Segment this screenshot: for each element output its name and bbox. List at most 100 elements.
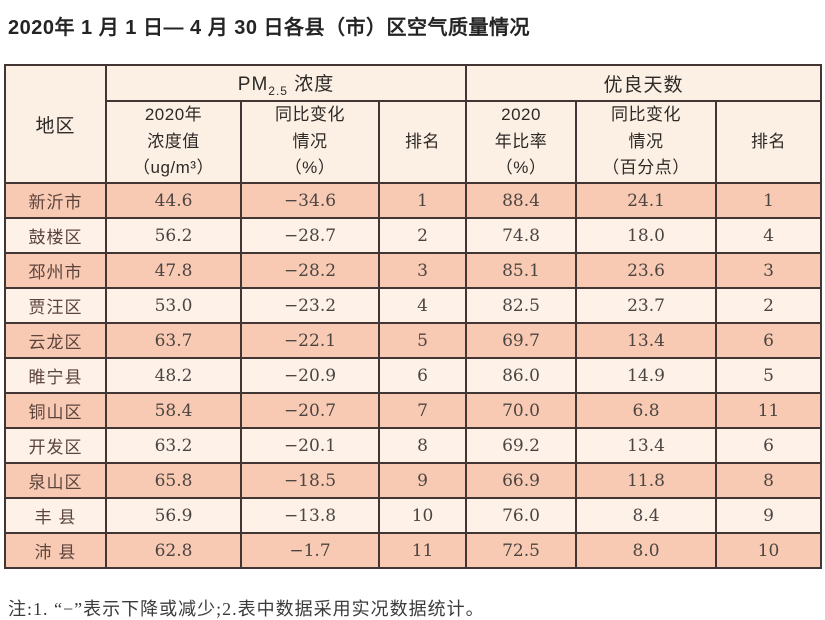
pm25-change-cell: −1.7	[240, 532, 380, 569]
days-change-cell: 13.4	[575, 427, 718, 464]
days-ratio-cell: 76.0	[465, 497, 578, 534]
days-change-cell: 14.9	[575, 357, 718, 394]
days-rank-cell: 6	[715, 322, 823, 359]
days-change-cell: 24.1	[575, 182, 718, 219]
region-cell: 贾汪区	[4, 287, 107, 324]
days-ratio-cell: 86.0	[465, 357, 578, 394]
col-header-days-rank: 排名	[715, 100, 823, 184]
region-cell: 鼓楼区	[4, 217, 107, 254]
table-row: 鼓楼区 56.2 −28.7 2 74.8 18.0 4	[4, 217, 823, 254]
region-cell: 铜山区	[4, 392, 107, 429]
days-rank-cell: 3	[715, 252, 823, 289]
days-ratio-cell: 69.7	[465, 322, 578, 359]
table-row: 贾汪区 53.0 −23.2 4 82.5 23.7 2	[4, 287, 823, 324]
pm25-change-cell: −34.6	[240, 182, 380, 219]
days-rank-cell: 2	[715, 287, 823, 324]
table-header: 地区 PM2.5 浓度 优良天数 2020年 浓度值 （ug/m³） 同比变化 …	[4, 64, 823, 184]
pm25-value-cell: 65.8	[105, 462, 242, 499]
days-change-cell: 18.0	[575, 217, 718, 254]
table-row: 沛 县 62.8 −1.7 11 72.5 8.0 10	[4, 532, 823, 569]
table-row: 新沂市 44.6 −34.6 1 88.4 24.1 1	[4, 182, 823, 219]
col-group-good-days: 优良天数	[465, 64, 823, 102]
pm25-value-cell: 48.2	[105, 357, 242, 394]
pm25-rank-cell: 3	[377, 252, 468, 289]
col-header-pm25-value: 2020年 浓度值 （ug/m³）	[105, 100, 242, 184]
days-change-cell: 13.4	[575, 322, 718, 359]
pm25-change-cell: −28.7	[240, 217, 380, 254]
region-cell: 邳州市	[4, 252, 107, 289]
pm25-rank-cell: 7	[377, 392, 468, 429]
days-ratio-cell: 69.2	[465, 427, 578, 464]
table-row: 开发区 63.2 −20.1 8 69.2 13.4 6	[4, 427, 823, 464]
pm25-value-cell: 62.8	[105, 532, 242, 569]
footnote: 注:1. “−”表示下降或减少;2.表中数据采用实况数据统计。	[8, 599, 485, 619]
pm25-value-cell: 47.8	[105, 252, 242, 289]
pm25-rank-cell: 4	[377, 287, 468, 324]
days-ratio-cell: 70.0	[465, 392, 578, 429]
pm25-value-cell: 56.2	[105, 217, 242, 254]
pm25-rank-cell: 5	[377, 322, 468, 359]
region-cell: 睢宁县	[4, 357, 107, 394]
days-rank-cell: 5	[715, 357, 823, 394]
col-header-days-change: 同比变化 情况 （百分点）	[575, 100, 718, 184]
pm25-label-prefix: PM	[237, 73, 269, 95]
pm25-value-cell: 56.9	[105, 497, 242, 534]
table-body: 新沂市 44.6 −34.6 1 88.4 24.1 1 鼓楼区 56.2 −28.7 2 74.8 1…	[4, 182, 823, 569]
days-ratio-cell: 72.5	[465, 532, 578, 569]
table-row: 丰 县 56.9 −13.8 10 76.0 8.4 9	[4, 497, 823, 534]
pm25-change-cell: −23.2	[240, 287, 380, 324]
pm25-rank-cell: 1	[377, 182, 468, 219]
pm25-rank-cell: 10	[377, 497, 468, 534]
region-cell: 新沂市	[4, 182, 107, 219]
days-change-cell: 6.8	[575, 392, 718, 429]
pm25-value-cell: 58.4	[105, 392, 242, 429]
region-cell: 云龙区	[4, 322, 107, 359]
days-change-cell: 11.8	[575, 462, 718, 499]
pm25-label-subscript: 2.5	[268, 83, 288, 98]
table-row: 云龙区 63.7 −22.1 5 69.7 13.4 6	[4, 322, 823, 359]
pm25-change-cell: −22.1	[240, 322, 380, 359]
pm25-value-cell: 63.2	[105, 427, 242, 464]
pm25-value-cell: 53.0	[105, 287, 242, 324]
table-row: 睢宁县 48.2 −20.9 6 86.0 14.9 5	[4, 357, 823, 394]
days-change-cell: 8.0	[575, 532, 718, 569]
col-header-days-ratio: 2020 年比率 （%）	[465, 100, 578, 184]
days-ratio-cell: 82.5	[465, 287, 578, 324]
days-change-cell: 8.4	[575, 497, 718, 534]
page-title: 2020年 1 月 1 日— 4 月 30 日各县（市）区空气质量情况	[8, 17, 531, 39]
days-rank-cell: 8	[715, 462, 823, 499]
pm25-value-cell: 63.7	[105, 322, 242, 359]
days-rank-cell: 6	[715, 427, 823, 464]
days-change-cell: 23.6	[575, 252, 718, 289]
pm25-change-cell: −28.2	[240, 252, 380, 289]
col-group-pm25: PM2.5 浓度	[104, 64, 468, 102]
days-rank-cell: 4	[715, 217, 823, 254]
pm25-change-cell: −13.8	[240, 497, 380, 534]
table-row: 泉山区 65.8 −18.5 9 66.9 11.8 8	[4, 462, 823, 499]
col-header-region: 地区	[4, 64, 107, 184]
pm25-rank-cell: 9	[377, 462, 468, 499]
region-cell: 泉山区	[4, 462, 107, 499]
pm25-change-cell: −20.7	[240, 392, 380, 429]
table-row: 铜山区 58.4 −20.7 7 70.0 6.8 11	[4, 392, 823, 429]
pm25-value-cell: 44.6	[105, 182, 242, 219]
col-header-pm25-change: 同比变化 情况 （%）	[240, 100, 380, 184]
days-rank-cell: 11	[715, 392, 823, 429]
air-quality-table: 地区 PM2.5 浓度 优良天数 2020年 浓度值 （ug/m³） 同比变化 …	[4, 64, 823, 569]
pm25-rank-cell: 6	[377, 357, 468, 394]
days-rank-cell: 10	[715, 532, 823, 569]
region-cell: 丰 县	[4, 497, 107, 534]
days-ratio-cell: 85.1	[465, 252, 578, 289]
header-group-row: 地区 PM2.5 浓度 优良天数	[4, 64, 823, 184]
days-rank-cell: 9	[715, 497, 823, 534]
days-change-cell: 23.7	[575, 287, 718, 324]
pm25-change-cell: −20.1	[240, 427, 380, 464]
days-ratio-cell: 88.4	[465, 182, 578, 219]
pm25-change-cell: −18.5	[240, 462, 380, 499]
pm25-change-cell: −20.9	[240, 357, 380, 394]
pm25-rank-cell: 11	[377, 532, 468, 569]
days-ratio-cell: 74.8	[465, 217, 578, 254]
header-sub-row: 2020年 浓度值 （ug/m³） 同比变化 情况 （%） 排名 2020 年比…	[5, 100, 823, 184]
days-ratio-cell: 66.9	[465, 462, 578, 499]
